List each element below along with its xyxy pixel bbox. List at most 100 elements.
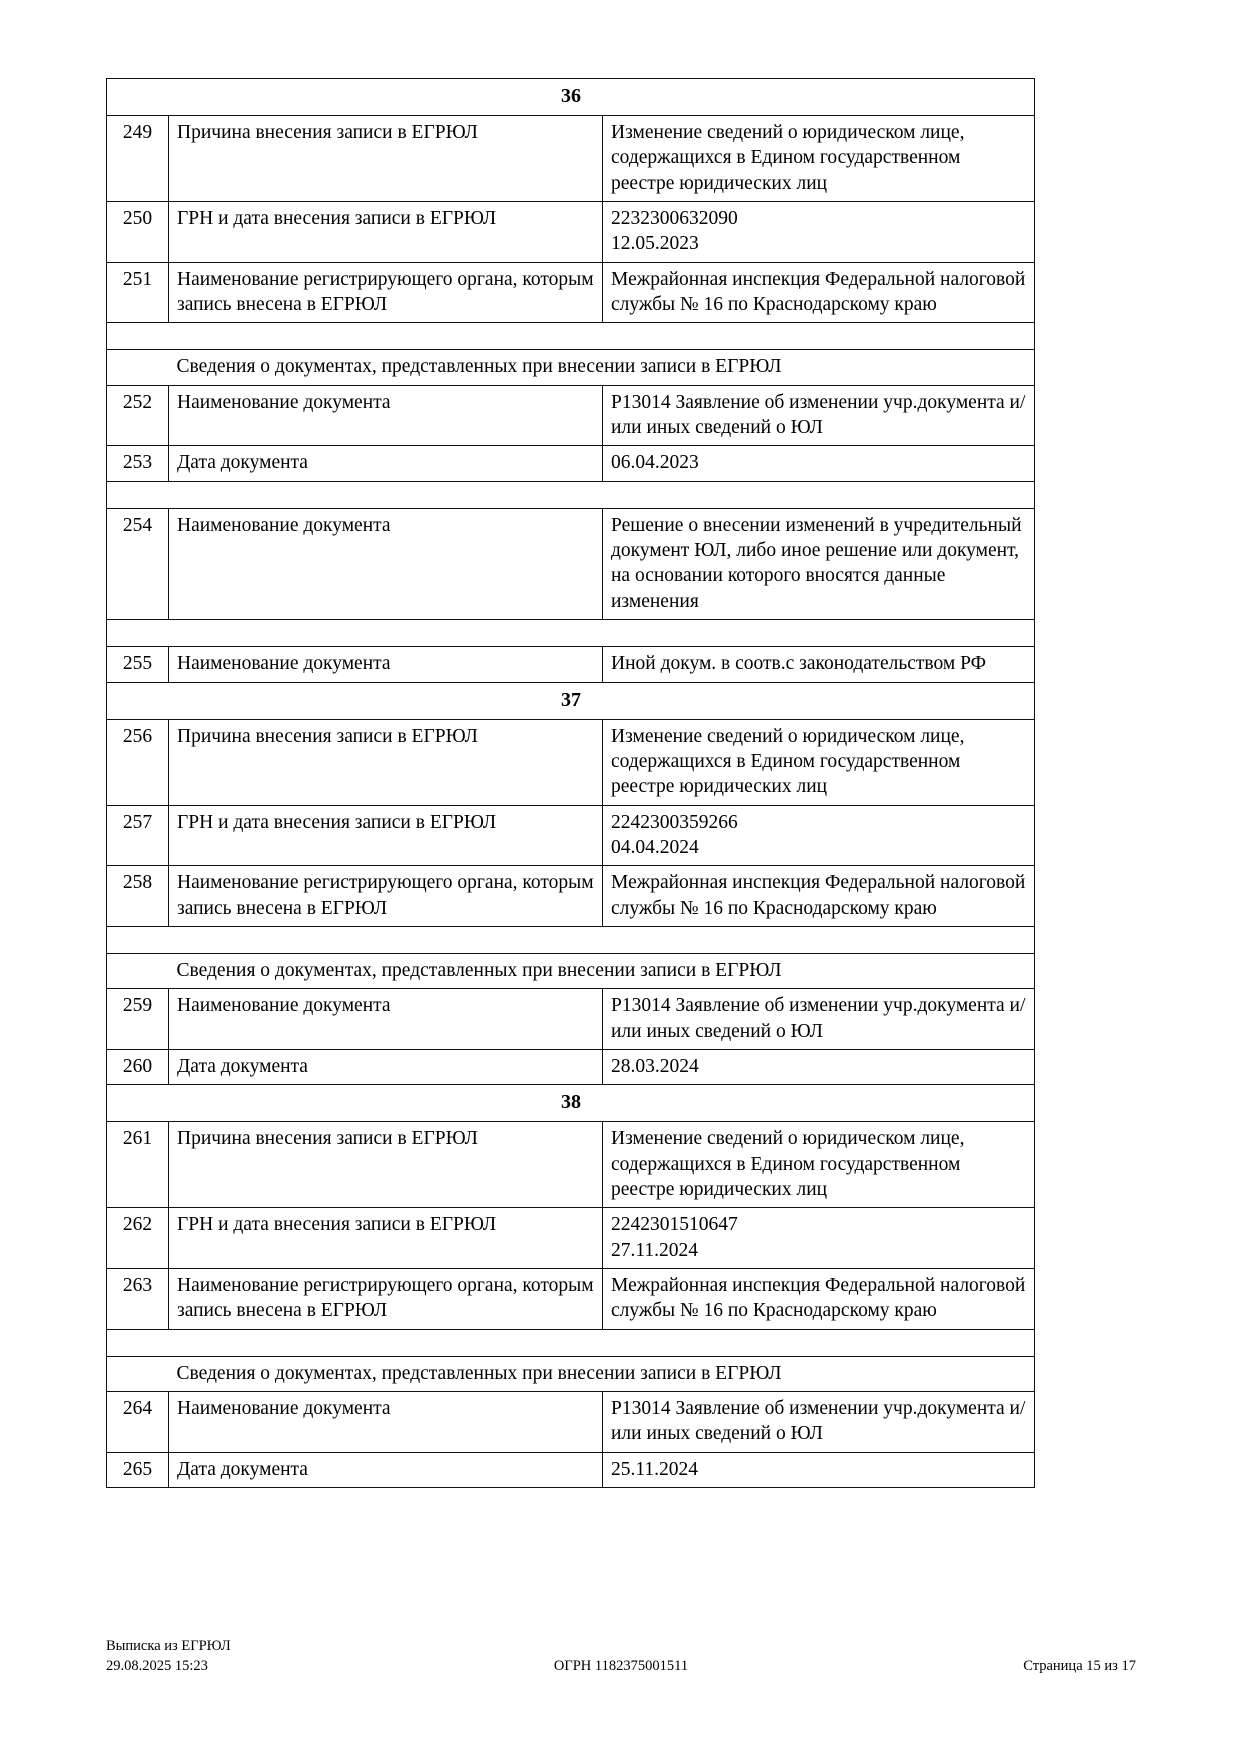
row-value: Изменение сведений о юридическом лице, с… (602, 1121, 1035, 1209)
footer-row-bottom: 29.08.2025 15:23 ОГРН 1182375001511 Стра… (106, 1656, 1136, 1676)
spacer-cell-right (168, 619, 1035, 648)
spacer-cell-right (168, 925, 1035, 954)
spacer-cell-left (106, 1328, 169, 1357)
table-row: 252 Наименование документа Р13014 Заявлени… (106, 384, 1035, 447)
subheading-blank-cell (106, 349, 169, 386)
row-number: 261 (106, 1121, 169, 1209)
section-number: 36 (106, 78, 1035, 116)
row-label: Наименование документа (168, 1391, 603, 1453)
table-row: 259 Наименование документа Р13014 Заявлени… (106, 988, 1035, 1050)
documents-subheading-label: Сведения о документах, представленных пр… (168, 349, 1035, 386)
subheading-blank-cell (106, 952, 169, 990)
row-value: Межрайонная инспекция Федеральной налого… (602, 1268, 1035, 1330)
row-value: Межрайонная инспекция Федеральной налого… (602, 865, 1035, 927)
footer-doc-title: Выписка из ЕГРЮЛ (106, 1638, 231, 1654)
row-label: Дата документа (168, 1451, 603, 1489)
row-value: 06.04.2023 (602, 445, 1035, 482)
documents-subheading-row: Сведения о документах, представленных пр… (106, 1355, 1035, 1393)
spacer-row (106, 322, 1035, 351)
row-label: Причина внесения записи в ЕГРЮЛ (168, 114, 603, 203)
table-row: 251 Наименование регистрирующего органа, … (106, 261, 1035, 324)
documents-subheading-row: Сведения о документах, представленных пр… (106, 349, 1035, 386)
spacer-cell-right (168, 480, 1035, 509)
row-number: 254 (106, 507, 169, 621)
row-value: Р13014 Заявление об изменении учр.докуме… (602, 384, 1035, 447)
row-label: Дата документа (168, 445, 603, 482)
section-header-row: 36 (106, 78, 1035, 116)
table-row: 249 Причина внесения записи в ЕГРЮЛ Измене… (106, 114, 1035, 203)
spacer-cell-left (106, 480, 169, 509)
table-row: 262 ГРН и дата внесения записи в ЕГРЮЛ 224… (106, 1207, 1035, 1269)
row-number: 263 (106, 1268, 169, 1330)
spacer-cell-right (168, 322, 1035, 351)
row-value: 2242300359266 04.04.2024 (602, 804, 1035, 867)
section-number: 37 (106, 681, 1035, 720)
row-number: 257 (106, 804, 169, 867)
row-value-date: 04.04.2024 (611, 836, 699, 858)
row-value: 2242301510647 27.11.2024 (602, 1207, 1035, 1269)
table-row: 254 Наименование документа Решение о внесе… (106, 507, 1035, 621)
row-value-date: 12.05.2023 (611, 233, 699, 255)
row-value: 25.11.2024 (602, 1451, 1035, 1489)
row-label: ГРН и дата внесения записи в ЕГРЮЛ (168, 1207, 603, 1269)
page-footer: Выписка из ЕГРЮЛ 29.08.2025 15:23 ОГРН 1… (106, 1636, 1136, 1676)
table-row: 263 Наименование регистрирующего органа, … (106, 1268, 1035, 1330)
row-label: Причина внесения записи в ЕГРЮЛ (168, 1121, 603, 1209)
row-number: 260 (106, 1048, 169, 1086)
spacer-row (106, 1328, 1035, 1357)
row-value: Р13014 Заявление об изменении учр.докуме… (602, 1391, 1035, 1453)
table-row: 265 Дата документа 25.11.2024 (106, 1451, 1035, 1489)
row-number: 250 (106, 201, 169, 263)
table-row: 256 Причина внесения записи в ЕГРЮЛ Измене… (106, 718, 1035, 806)
spacer-row (106, 925, 1035, 954)
row-label: Причина внесения записи в ЕГРЮЛ (168, 718, 603, 806)
row-label: ГРН и дата внесения записи в ЕГРЮЛ (168, 201, 603, 263)
footer-ogrn: ОГРН 1182375001511 (553, 1658, 689, 1674)
row-value-date: 27.11.2024 (611, 1239, 699, 1261)
section-header-row: 38 (106, 1084, 1035, 1123)
spacer-row (106, 619, 1035, 648)
footer-timestamp: 29.08.2025 15:23 (106, 1658, 208, 1674)
spacer-row (106, 480, 1035, 509)
table-row: 250 ГРН и дата внесения записи в ЕГРЮЛ 223… (106, 201, 1035, 263)
row-label: Наименование регистрирующего органа, кот… (168, 261, 603, 324)
spacer-cell-left (106, 322, 169, 351)
row-value: Решение о внесении изменений в учредител… (602, 507, 1035, 621)
spacer-cell-left (106, 925, 169, 954)
section-number: 38 (106, 1084, 1035, 1123)
row-number: 262 (106, 1207, 169, 1269)
row-number: 264 (106, 1391, 169, 1453)
table-row: 264 Наименование документа Р13014 Заявлени… (106, 1391, 1035, 1453)
row-number: 249 (106, 114, 169, 203)
documents-subheading-label: Сведения о документах, представленных пр… (168, 1355, 1035, 1393)
row-label: Наименование документа (168, 646, 603, 683)
row-label: Дата документа (168, 1048, 603, 1086)
table-row: 253 Дата документа 06.04.2023 (106, 445, 1035, 482)
table-row: 260 Дата документа 28.03.2024 (106, 1048, 1035, 1086)
row-label: Наименование регистрирующего органа, кот… (168, 865, 603, 927)
row-label: Наименование документа (168, 988, 603, 1050)
row-number: 259 (106, 988, 169, 1050)
row-value-lines: 2232300632090 12.05.2023 (611, 206, 1027, 257)
row-value-lines: 2242300359266 04.04.2024 (611, 810, 1027, 861)
table-row: 258 Наименование регистрирующего органа, … (106, 865, 1035, 927)
row-value: Изменение сведений о юридическом лице, с… (602, 718, 1035, 806)
documents-subheading-row: Сведения о документах, представленных пр… (106, 952, 1035, 990)
row-number: 253 (106, 445, 169, 482)
row-value: Межрайонная инспекция Федеральной налого… (602, 261, 1035, 324)
row-number: 265 (106, 1451, 169, 1489)
row-value-grn: 2242301510647 (611, 1214, 738, 1236)
row-value-grn: 2232300632090 (611, 208, 738, 230)
row-value: 2232300632090 12.05.2023 (602, 201, 1035, 263)
spacer-cell-right (168, 1328, 1035, 1357)
row-number: 252 (106, 384, 169, 447)
row-value-lines: 2242301510647 27.11.2024 (611, 1212, 1027, 1263)
row-number: 258 (106, 865, 169, 927)
row-label: ГРН и дата внесения записи в ЕГРЮЛ (168, 804, 603, 867)
row-value: Изменение сведений о юридическом лице, с… (602, 114, 1035, 203)
footer-row-top: Выписка из ЕГРЮЛ (106, 1636, 1136, 1656)
row-number: 251 (106, 261, 169, 324)
subheading-blank-cell (106, 1355, 169, 1393)
section-header-row: 37 (106, 681, 1035, 720)
